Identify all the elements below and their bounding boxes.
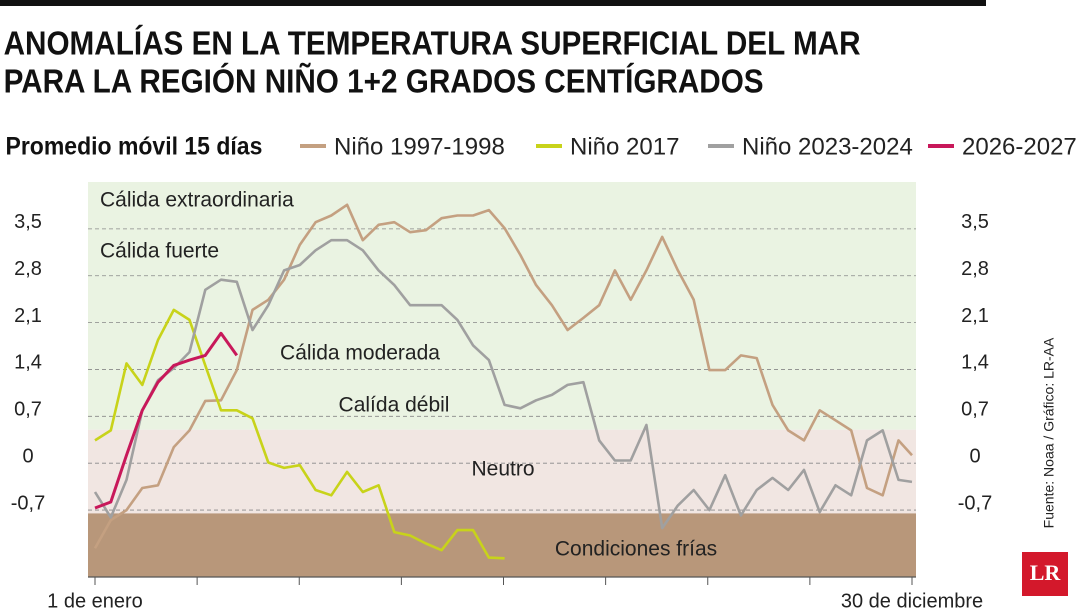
band-label: Neutro (471, 458, 534, 481)
series-line (94, 331, 239, 510)
band-label: Cálida fuerte (100, 240, 219, 263)
band-label: Calída débil (339, 394, 450, 417)
series-line (94, 308, 505, 560)
y-tick-label-right: 3,5 (961, 211, 989, 233)
y-tick-label: 2,1 (14, 305, 42, 327)
band (88, 429, 916, 514)
top-bar (0, 0, 986, 6)
y-tick-label-right: 1,4 (961, 352, 989, 374)
legend-label: Niño 1997-1998 (334, 133, 505, 160)
y-tick-label: 0,7 (14, 399, 42, 421)
x-tick-label: 30 de diciembre (841, 590, 983, 608)
band-label: Cálida extraordinaria (100, 189, 294, 212)
x-tick-label: 1 de enero (47, 590, 143, 608)
y-tick-label-right: -0,7 (958, 492, 992, 514)
logo-box (1022, 552, 1068, 596)
chart-title: ANOMALÍAS EN LA TEMPERATURA SUPERFICIAL … (0, 0, 1080, 16)
y-tick-label: -0,7 (11, 492, 45, 514)
y-tick-label-right: 0 (969, 445, 980, 467)
band-label: Cálida moderada (280, 342, 440, 365)
band (88, 182, 916, 430)
y-tick-label: 1,4 (14, 352, 42, 374)
legend-label: 2026-2027 (962, 133, 1077, 160)
subtitle: Promedio móvil 15 días (6, 133, 263, 161)
y-tick-label-right: 2,1 (961, 305, 989, 327)
legend-label: Niño 2017 (570, 133, 679, 160)
source: Fuente: Noaa / Gráfico: LR-AA (1041, 337, 1057, 528)
y-tick-label-right: 0,7 (961, 399, 989, 421)
title-line: ANOMALÍAS EN LA TEMPERATURA SUPERFICIAL … (4, 25, 861, 62)
title-line: PARA LA REGIÓN NIÑO 1+2 GRADOS CENTÍGRAD… (4, 62, 764, 100)
y-tick-label-right: 2,8 (961, 258, 989, 280)
band (88, 513, 916, 577)
y-tick-label: 2,8 (14, 258, 42, 280)
logo: LR (1030, 560, 1062, 585)
series-line (93, 203, 913, 549)
y-tick-label: 0 (22, 445, 33, 467)
y-tick-label: 3,5 (14, 211, 42, 233)
legend-label: Niño 2023-2024 (742, 133, 913, 160)
band-label: Condiciones frías (555, 538, 717, 561)
series-line (93, 238, 913, 530)
